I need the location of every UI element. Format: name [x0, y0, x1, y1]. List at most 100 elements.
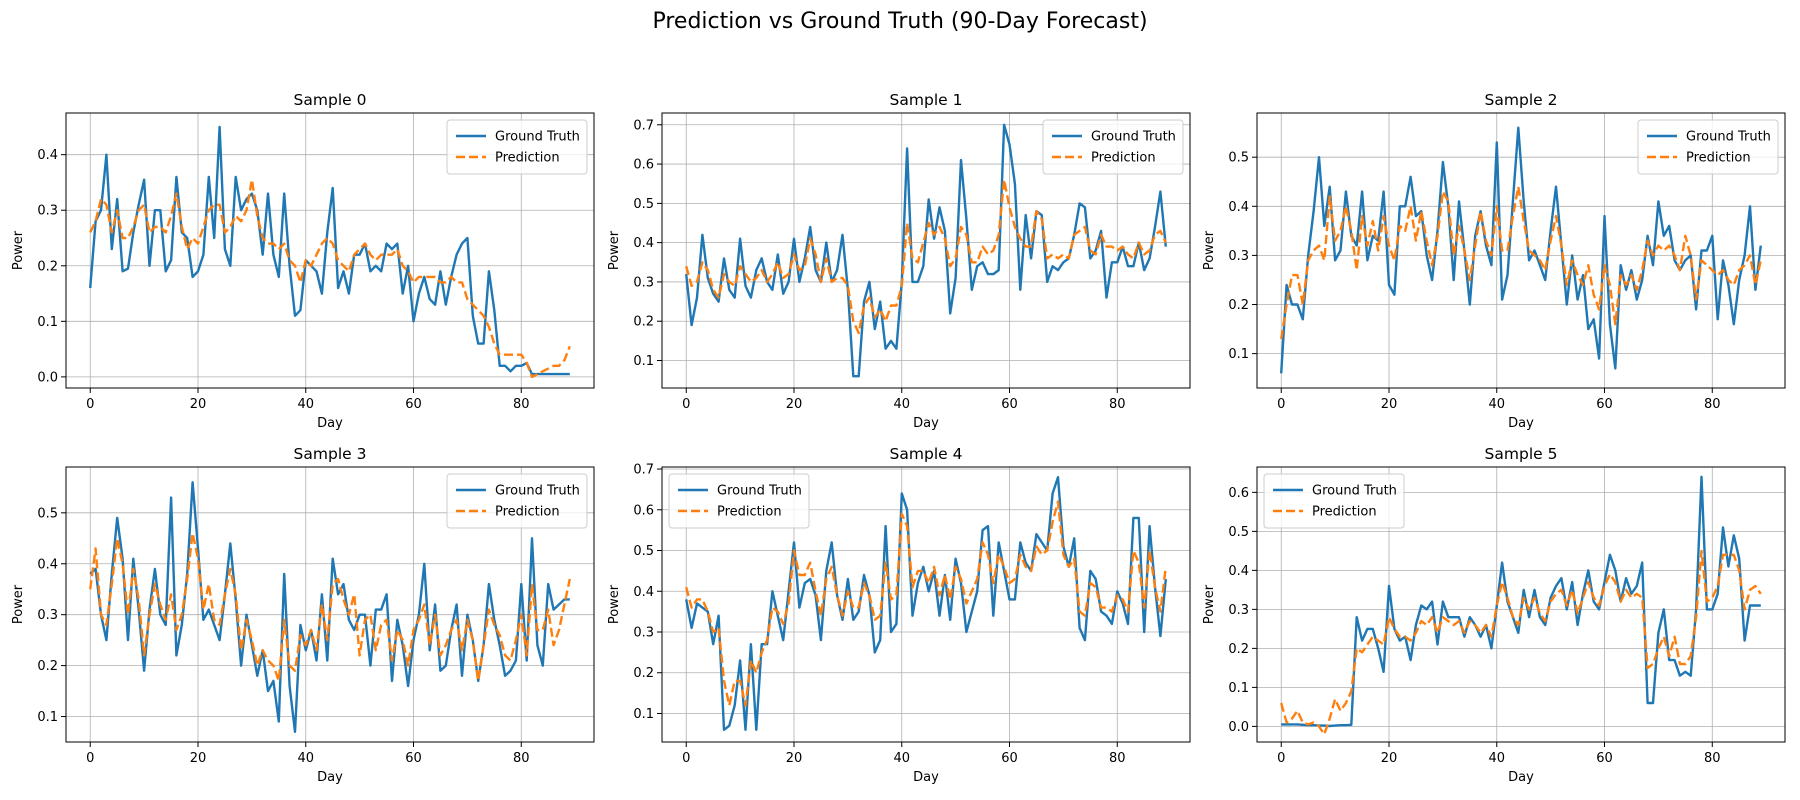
x-tick-label: 0: [1277, 397, 1285, 412]
y-axis-label: Power: [607, 584, 622, 624]
subplot-5: 0 20 40 60 80 0.0 0.1 0.2 0.3 0.4 0.5 0.6 Sample 5 Da…: [1202, 445, 1786, 785]
y-axis-label: Power: [11, 230, 26, 270]
axes-frame: [65, 112, 595, 389]
x-tick-label: 20: [786, 397, 803, 412]
y-tick-label: 0.6: [1228, 486, 1249, 501]
y-tick-label: 0.4: [37, 557, 58, 572]
y-tick-label: 0.5: [633, 197, 654, 212]
subplot-4: 0 20 40 60 80 0.1 0.2 0.3 0.4 0.5 0.6 0.7 Sample 4 Da…: [607, 445, 1191, 785]
y-tick-label: 0.1: [37, 710, 58, 725]
x-tick-label: 40: [893, 397, 910, 412]
axes-frame: [1256, 466, 1786, 743]
y-tick-label: 0.5: [1228, 151, 1249, 166]
x-tick-label: 80: [1704, 751, 1721, 766]
legend-label-ground-truth: Ground Truth: [495, 130, 580, 145]
y-tick-label: 0.3: [1228, 603, 1249, 618]
x-axis-label: Day: [913, 416, 939, 431]
x-tick-label: 80: [513, 751, 530, 766]
x-tick-label: 20: [786, 751, 803, 766]
y-tick-label: 0.2: [1228, 642, 1249, 657]
y-axis-label: Power: [607, 230, 622, 270]
axes-frame: [1256, 112, 1786, 389]
y-tick-label: 0.4: [633, 585, 654, 600]
y-tick-label: 0.4: [633, 236, 654, 251]
x-tick-label: 60: [1596, 397, 1613, 412]
legend-box: [1637, 119, 1779, 175]
y-tick-label: 0.7: [633, 463, 654, 478]
legend-box: [446, 473, 588, 529]
legend-label-prediction: Prediction: [1312, 505, 1377, 520]
legend: Ground Truth Prediction: [1637, 119, 1779, 175]
legend-label-prediction: Prediction: [717, 505, 782, 520]
x-tick-label: 20: [1381, 751, 1398, 766]
subplot-2: 0 20 40 60 80 0.1 0.2 0.3 0.4 0.5 Sample 2 Day Power…: [1202, 91, 1786, 431]
x-tick-label: 0: [682, 397, 690, 412]
legend: Ground Truth Prediction: [1042, 119, 1184, 175]
y-tick-label: 0.1: [37, 315, 58, 330]
y-tick-label: 0.2: [37, 659, 58, 674]
y-tick-label: 0.2: [633, 666, 654, 681]
x-tick-label: 40: [1488, 397, 1505, 412]
legend-label-ground-truth: Ground Truth: [1686, 130, 1771, 145]
y-tick-label: 0.5: [37, 506, 58, 521]
axes-frame: [65, 466, 595, 743]
x-tick-label: 40: [297, 397, 314, 412]
x-tick-label: 40: [1488, 751, 1505, 766]
y-tick-label: 0.3: [1228, 249, 1249, 264]
y-axis-label: Power: [11, 584, 26, 624]
legend-box: [446, 119, 588, 175]
subplot-title: Sample 4: [890, 445, 963, 463]
x-axis-label: Day: [913, 770, 939, 785]
prediction-line: [89, 532, 571, 683]
legend-label-prediction: Prediction: [495, 151, 560, 166]
y-tick-label: 0.4: [1228, 200, 1249, 215]
figure-title: Prediction vs Ground Truth (90-Day Forec…: [652, 9, 1148, 34]
prediction-line: [685, 178, 1167, 335]
legend-label-ground-truth: Ground Truth: [495, 484, 580, 499]
x-tick-label: 40: [893, 751, 910, 766]
y-tick-label: 0.7: [633, 118, 654, 133]
subplot-title: Sample 0: [294, 91, 367, 109]
y-tick-label: 0.1: [1228, 347, 1249, 362]
y-tick-label: 0.1: [633, 354, 654, 369]
legend-box: [1042, 119, 1184, 175]
legend-label-ground-truth: Ground Truth: [1091, 130, 1176, 145]
x-tick-label: 80: [1109, 751, 1126, 766]
subplot-3: 0 20 40 60 80 0.1 0.2 0.3 0.4 0.5 Sample 3 Day Power…: [11, 445, 595, 785]
y-tick-label: 0.3: [37, 204, 58, 219]
x-tick-label: 60: [1596, 751, 1613, 766]
y-tick-label: 0.5: [633, 544, 654, 559]
x-axis-label: Day: [1508, 770, 1534, 785]
x-tick-label: 60: [405, 397, 422, 412]
x-tick-label: 20: [190, 397, 207, 412]
y-tick-label: 0.3: [633, 275, 654, 290]
x-tick-label: 80: [1704, 397, 1721, 412]
y-tick-label: 0.4: [1228, 564, 1249, 579]
x-tick-label: 20: [190, 751, 207, 766]
x-tick-label: 80: [1109, 397, 1126, 412]
legend-label-prediction: Prediction: [1686, 151, 1751, 166]
subplot-title: Sample 2: [1485, 91, 1558, 109]
y-tick-label: 0.6: [633, 158, 654, 173]
subplot-1: 0 20 40 60 80 0.1 0.2 0.3 0.4 0.5 0.6 0.7 Sample 1 Da…: [607, 91, 1191, 431]
y-tick-label: 0.2: [1228, 298, 1249, 313]
x-axis-label: Day: [317, 770, 343, 785]
legend-label-prediction: Prediction: [1091, 151, 1156, 166]
x-tick-label: 60: [1001, 397, 1018, 412]
subplot-title: Sample 5: [1485, 445, 1558, 463]
y-tick-label: 0.2: [37, 259, 58, 274]
legend: Ground Truth Prediction: [668, 473, 810, 529]
ground-truth-line: [89, 125, 570, 376]
y-axis-label: Power: [1202, 230, 1217, 270]
legend: Ground Truth Prediction: [446, 119, 588, 175]
y-tick-label: 0.0: [37, 370, 58, 385]
y-tick-label: 0.4: [37, 148, 58, 163]
x-tick-label: 0: [86, 751, 94, 766]
y-tick-label: 0.1: [1228, 681, 1249, 696]
y-tick-label: 0.5: [1228, 525, 1249, 540]
legend-box: [1263, 473, 1405, 529]
subplot-title: Sample 3: [294, 445, 367, 463]
x-tick-label: 80: [513, 397, 530, 412]
prediction-line: [685, 500, 1167, 707]
